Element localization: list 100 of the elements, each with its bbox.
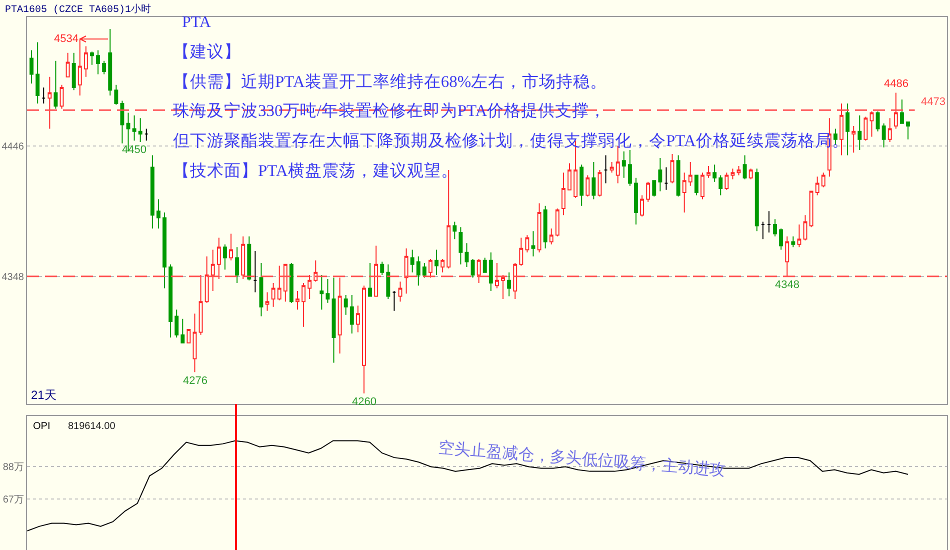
candlestick <box>344 294 348 316</box>
candlestick <box>543 205 548 249</box>
y-tick-label: 67万 <box>2 494 24 506</box>
candlestick <box>108 28 112 96</box>
candlestick <box>682 172 686 213</box>
annotation: 4348 <box>775 279 800 291</box>
candlestick <box>525 234 530 253</box>
annotation: 【技术面】PTA横盘震荡，建议观望。 <box>173 161 458 180</box>
candlestick <box>96 50 100 75</box>
candlestick <box>900 98 904 124</box>
candlestick <box>386 264 390 300</box>
annotation: 4260 <box>352 396 376 408</box>
candlestick <box>494 262 499 289</box>
candlestick <box>482 257 487 273</box>
candlestick <box>241 236 246 280</box>
annotation: 4534 <box>54 33 78 45</box>
candlestick <box>748 168 753 180</box>
candlestick <box>446 169 451 269</box>
chart-subtitle: PTA <box>182 14 212 31</box>
candlestick <box>797 224 802 248</box>
candlestick <box>809 190 814 228</box>
candlestick <box>694 174 698 196</box>
candlestick <box>664 166 668 190</box>
candlestick <box>846 102 850 156</box>
candlestick <box>452 221 457 240</box>
candlestick <box>180 318 185 344</box>
candlestick <box>791 236 796 248</box>
candlestick <box>204 256 209 304</box>
candlestick <box>247 236 252 281</box>
candlestick <box>84 46 88 78</box>
candlestick <box>277 265 282 301</box>
candlestick <box>186 329 191 344</box>
candlestick <box>222 244 227 270</box>
candlestick <box>646 181 650 202</box>
candlestick <box>210 249 215 292</box>
candlestick <box>162 212 166 289</box>
candlestick <box>192 313 197 373</box>
candlestick <box>253 250 258 293</box>
candlestick <box>519 237 524 266</box>
candlestick <box>60 84 64 110</box>
candlestick <box>380 261 384 276</box>
candlestick <box>700 172 704 200</box>
candlestick <box>398 281 402 302</box>
candlestick <box>888 118 892 143</box>
candlestick <box>586 174 590 198</box>
candlestick <box>712 164 717 182</box>
candlestick <box>72 52 76 91</box>
candlestick <box>416 256 420 286</box>
candlestick <box>314 260 318 282</box>
candlestick <box>858 114 862 150</box>
candlestick <box>501 274 505 300</box>
candlestick <box>174 309 179 338</box>
candlestick <box>428 258 432 278</box>
y-tick-label: 88万 <box>2 462 24 474</box>
candlestick <box>561 172 566 216</box>
candlestick <box>513 262 518 300</box>
text: OPI <box>33 421 50 432</box>
candlestick <box>464 242 469 268</box>
candlestick <box>48 76 52 130</box>
candlestick <box>760 221 765 240</box>
candlestick <box>688 161 692 186</box>
candlestick <box>580 164 584 206</box>
line-series <box>27 440 908 532</box>
candlestick <box>718 174 723 196</box>
candlestick <box>652 180 656 198</box>
candlestick <box>308 274 312 300</box>
candlestick <box>488 252 493 292</box>
candlestick <box>368 262 372 297</box>
candlestick <box>658 157 662 192</box>
candlestick <box>670 153 674 184</box>
annotation: 空头止盈减仓，多头低位吸筹，主动进攻 <box>438 438 726 480</box>
candlestick <box>537 202 542 253</box>
candlestick <box>882 122 886 148</box>
candlestick <box>265 292 270 312</box>
candlestick <box>440 258 445 273</box>
candlestick <box>259 262 264 317</box>
candlestick <box>422 262 426 278</box>
candlestick <box>779 228 784 250</box>
candlestick <box>54 60 58 110</box>
candlestick <box>374 245 378 297</box>
ref-line-label: 4473 <box>921 96 946 108</box>
candlestick <box>332 277 336 364</box>
candlestick <box>326 278 330 304</box>
candlestick <box>507 272 512 297</box>
candlestick <box>434 249 438 276</box>
candlestick <box>410 249 414 273</box>
candlestick <box>555 208 560 237</box>
candlestick <box>362 285 366 394</box>
candlestick <box>906 122 910 140</box>
candlestick <box>271 282 276 308</box>
candlestick <box>302 282 306 328</box>
candlestick <box>634 177 638 225</box>
candlestick <box>598 169 602 198</box>
y-tick-label: 4348 <box>2 272 24 283</box>
candlestick <box>864 116 868 142</box>
candlestick <box>289 262 294 304</box>
candlestick <box>114 84 118 106</box>
y-tick-label: 4446 <box>2 142 24 152</box>
candlestick <box>458 226 463 265</box>
candlestick <box>144 128 148 142</box>
